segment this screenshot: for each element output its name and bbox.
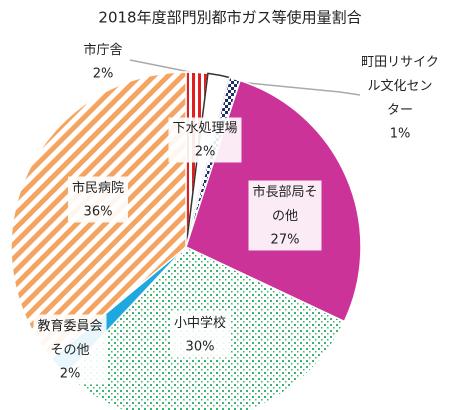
data-label: 市民病院 36% — [67, 176, 129, 223]
label-background — [33, 314, 107, 385]
label-background — [248, 180, 322, 251]
value-label: 36% — [84, 205, 113, 220]
data-label: 市庁舎 2% — [83, 42, 122, 82]
category-label: 小中学校 — [174, 315, 226, 331]
value-label: 27% — [271, 233, 300, 248]
label-background — [168, 117, 242, 163]
category-label: 下水処理場 — [172, 121, 237, 136]
category-label: 市庁舎 — [83, 42, 122, 58]
data-label: 下水処理場 2% — [168, 117, 242, 163]
category-label: 町田リサイクル文化センター — [361, 55, 439, 118]
label-background — [67, 176, 129, 223]
data-label: 市長部局その他 27% — [248, 180, 322, 251]
category-label: 市民病院 — [72, 180, 124, 196]
label-background — [169, 311, 231, 358]
category-label: 市長部局その他 — [252, 184, 317, 224]
leader-line — [237, 81, 361, 96]
leader-line — [129, 59, 191, 73]
value-label: 30% — [186, 340, 215, 355]
value-label: 2% — [195, 145, 216, 160]
category-label: 教育委員会その他 — [37, 318, 102, 358]
value-label: 2% — [93, 67, 114, 82]
data-label: 町田リサイクル文化センター 1% — [361, 55, 439, 142]
data-label: 小中学校 30% — [169, 311, 231, 358]
data-label: 教育委員会その他 2% — [33, 314, 107, 385]
value-label: 1% — [390, 127, 411, 142]
value-label: 2% — [60, 367, 81, 382]
chart-title: 2018年度部門別都市ガス等使用量割合 — [98, 9, 361, 27]
